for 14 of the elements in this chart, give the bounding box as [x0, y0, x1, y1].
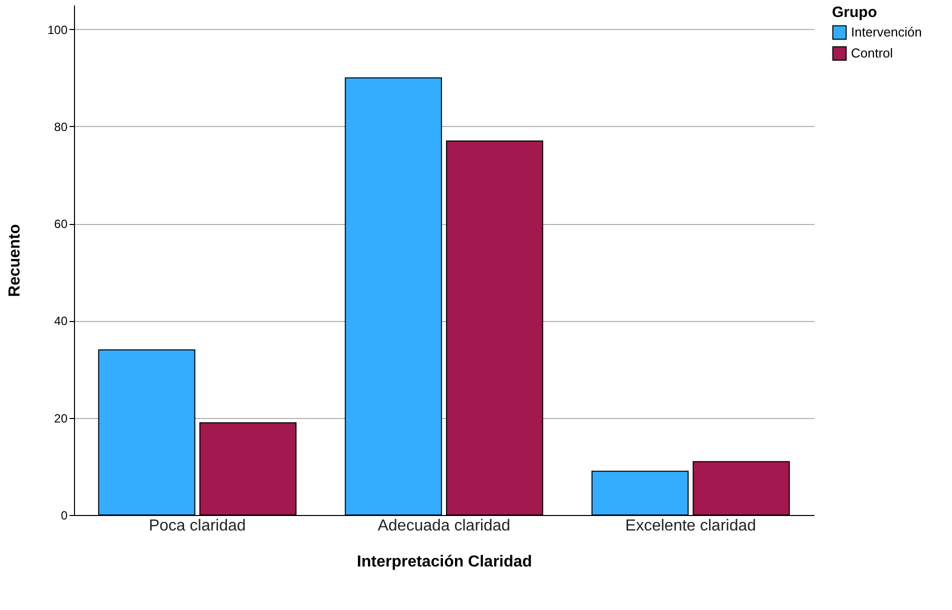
legend-title: Grupo [832, 4, 877, 21]
y-axis-title: Recuento [6, 224, 24, 297]
legend-label: Control [851, 46, 894, 60]
legend-label: Intervención [851, 24, 922, 40]
y-tick-label: 100 [47, 22, 68, 37]
x-axis-title: Interpretación Claridad [356, 554, 532, 570]
x-tick-label: Excelente claridad [625, 518, 756, 534]
y-tick-label: 80 [54, 120, 68, 134]
x-tick-label: Poca claridad [148, 518, 246, 534]
y-tick-label: 40 [54, 314, 68, 328]
y-tick-label: 20 [54, 411, 68, 426]
y-tick-label: 60 [54, 217, 68, 232]
y-tick-label: 0 [60, 508, 68, 522]
x-tick-label: Adecuada claridad [378, 518, 510, 534]
